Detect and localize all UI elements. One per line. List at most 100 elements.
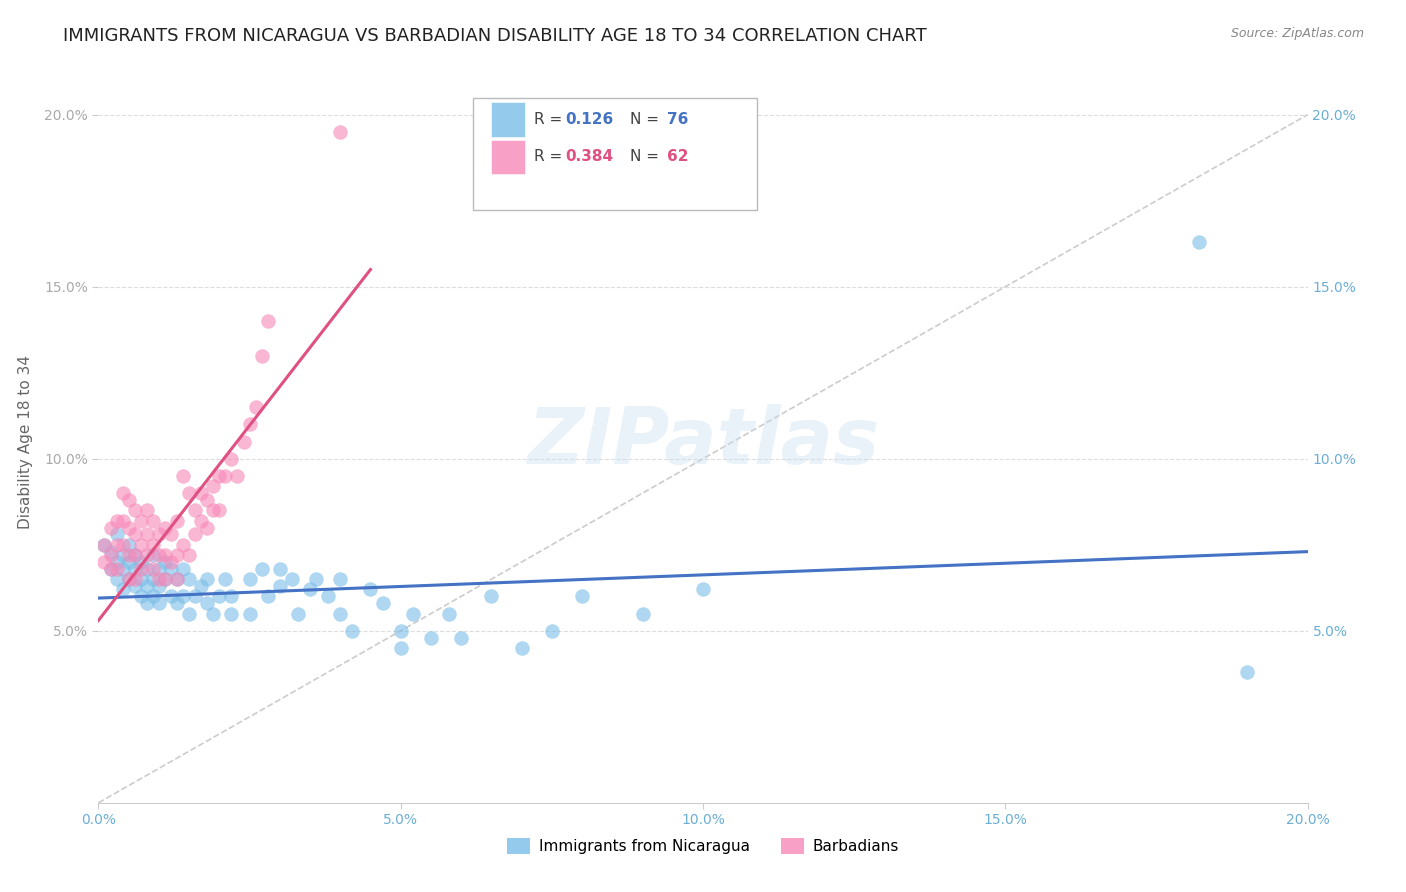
Point: [232, 434, 254, 449]
Point: [153, 572, 176, 586]
Point: [105, 514, 128, 528]
Point: [184, 590, 207, 604]
Point: [510, 640, 533, 655]
Point: [190, 486, 212, 500]
Point: [118, 572, 141, 586]
Point: [305, 572, 328, 586]
Point: [256, 314, 278, 328]
Point: [105, 538, 128, 552]
Point: [148, 579, 170, 593]
FancyBboxPatch shape: [492, 102, 526, 136]
Point: [118, 548, 141, 562]
Point: [100, 544, 122, 558]
Point: [269, 562, 291, 576]
Point: [269, 579, 291, 593]
Point: [118, 555, 141, 569]
Point: [195, 572, 218, 586]
Point: [184, 527, 207, 541]
Point: [153, 520, 176, 534]
Point: [142, 548, 165, 562]
Point: [100, 520, 122, 534]
Point: [135, 579, 157, 593]
Point: [135, 562, 157, 576]
Y-axis label: Disability Age 18 to 34: Disability Age 18 to 34: [18, 354, 32, 529]
Point: [256, 590, 278, 604]
Point: [208, 469, 231, 483]
Point: [118, 520, 141, 534]
Point: [135, 596, 157, 610]
Point: [118, 493, 141, 508]
Point: [329, 125, 352, 139]
Text: Source: ZipAtlas.com: Source: ZipAtlas.com: [1230, 27, 1364, 40]
Point: [239, 572, 262, 586]
Point: [135, 503, 157, 517]
Point: [195, 520, 218, 534]
Point: [179, 572, 201, 586]
Point: [135, 548, 157, 562]
Point: [287, 607, 309, 621]
Point: [190, 514, 212, 528]
Point: [571, 590, 593, 604]
Point: [160, 562, 183, 576]
Text: 0.126: 0.126: [565, 112, 613, 127]
Point: [153, 555, 176, 569]
Point: [129, 555, 152, 569]
Point: [1188, 235, 1211, 249]
Point: [124, 503, 146, 517]
Point: [172, 538, 194, 552]
Text: ZIPatlas: ZIPatlas: [527, 403, 879, 480]
Point: [179, 607, 201, 621]
Point: [329, 607, 352, 621]
Point: [179, 548, 201, 562]
Point: [142, 572, 165, 586]
Point: [166, 572, 188, 586]
Text: R =: R =: [534, 112, 567, 127]
Point: [148, 548, 170, 562]
Point: [111, 562, 134, 576]
Point: [111, 486, 134, 500]
Point: [195, 493, 218, 508]
Point: [93, 555, 115, 569]
Point: [631, 607, 654, 621]
Text: R =: R =: [534, 149, 567, 164]
Point: [111, 548, 134, 562]
Point: [100, 562, 122, 576]
Point: [129, 562, 152, 576]
Point: [129, 590, 152, 604]
Point: [166, 514, 188, 528]
Point: [148, 562, 170, 576]
Point: [118, 572, 141, 586]
Point: [148, 596, 170, 610]
Point: [184, 503, 207, 517]
Point: [389, 624, 412, 638]
Point: [245, 400, 267, 414]
Point: [142, 538, 165, 552]
Point: [342, 624, 364, 638]
Point: [190, 579, 212, 593]
Point: [111, 582, 134, 597]
Text: N =: N =: [630, 149, 664, 164]
Point: [124, 548, 146, 562]
Legend: Immigrants from Nicaragua, Barbadians: Immigrants from Nicaragua, Barbadians: [501, 832, 905, 860]
Point: [202, 479, 225, 493]
Point: [437, 607, 460, 621]
Point: [160, 555, 183, 569]
Point: [166, 596, 188, 610]
Point: [160, 590, 183, 604]
Point: [214, 469, 236, 483]
Text: N =: N =: [630, 112, 664, 127]
Text: 62: 62: [666, 149, 688, 164]
Point: [129, 572, 152, 586]
Point: [100, 548, 122, 562]
Point: [208, 590, 231, 604]
Point: [135, 527, 157, 541]
Point: [450, 631, 472, 645]
Point: [111, 538, 134, 552]
Point: [148, 527, 170, 541]
Point: [221, 607, 243, 621]
Point: [124, 548, 146, 562]
Point: [105, 572, 128, 586]
Point: [208, 503, 231, 517]
Point: [118, 538, 141, 552]
Text: 76: 76: [666, 112, 688, 127]
